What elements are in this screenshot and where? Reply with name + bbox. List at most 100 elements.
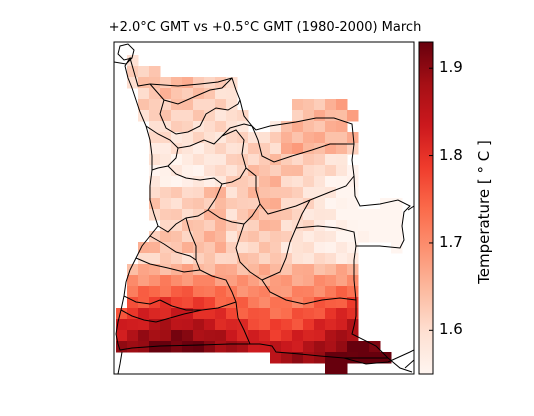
- grid-cell: [248, 242, 260, 254]
- grid-cell: [336, 220, 348, 232]
- grid-cell: [182, 341, 194, 353]
- grid-cell: [259, 187, 271, 199]
- grid-cell: [149, 330, 161, 342]
- grid-cell: [215, 319, 227, 331]
- grid-cell: [138, 253, 150, 265]
- grid-cell: [380, 220, 392, 232]
- grid-cell: [347, 198, 359, 210]
- grid-cell: [292, 264, 304, 276]
- grid-cell: [259, 220, 271, 232]
- grid-cell: [182, 165, 194, 177]
- grid-cell: [248, 253, 260, 265]
- grid-cell: [347, 231, 359, 243]
- grid-cell: [160, 143, 172, 155]
- grid-cell: [193, 209, 205, 221]
- grid-cell: [171, 330, 183, 342]
- grid-cell: [215, 165, 227, 177]
- grid-cell: [193, 286, 205, 298]
- grid-cell: [215, 99, 227, 111]
- grid-cell: [182, 264, 194, 276]
- grid-cell: [248, 220, 260, 232]
- grid-cell: [281, 220, 293, 232]
- grid-cell: [171, 99, 183, 111]
- grid-cell: [149, 264, 161, 276]
- grid-cell: [248, 275, 260, 287]
- grid-cell: [226, 143, 238, 155]
- grid-cell: [226, 297, 238, 309]
- grid-cell: [226, 253, 238, 265]
- grid-cell: [149, 143, 161, 155]
- grid-cell: [292, 198, 304, 210]
- grid-cell: [182, 209, 194, 221]
- chart-title: +2.0°C GMT vs +0.5°C GMT (1980-2000) Mar…: [108, 20, 422, 35]
- grid-cell: [292, 165, 304, 177]
- grid-cell: [149, 88, 161, 100]
- grid-cell: [270, 220, 282, 232]
- grid-cell: [281, 209, 293, 221]
- grid-cell: [270, 308, 282, 320]
- grid-cell: [314, 154, 326, 166]
- grid-cell: [391, 231, 403, 243]
- grid-cell: [237, 165, 249, 177]
- grid-cell: [248, 176, 260, 188]
- grid-cell: [193, 297, 205, 309]
- grid-cell: [204, 143, 216, 155]
- grid-cell: [226, 308, 238, 320]
- colorbar: [418, 41, 434, 375]
- grid-cell: [259, 297, 271, 309]
- grid-cell: [303, 154, 315, 166]
- grid-cell: [259, 275, 271, 287]
- grid-cell: [259, 209, 271, 221]
- grid-cell: [248, 143, 260, 155]
- grid-cell: [336, 132, 348, 144]
- grid-cell: [281, 352, 293, 364]
- grid-cell: [325, 99, 337, 111]
- grid-cell: [193, 154, 205, 166]
- grid-cell: [171, 88, 183, 100]
- grid-cell: [303, 187, 315, 199]
- grid-cell: [127, 66, 139, 78]
- grid-cell: [314, 231, 326, 243]
- grid-cell: [380, 231, 392, 243]
- grid-cell: [259, 165, 271, 177]
- grid-cell: [270, 176, 282, 188]
- grid-cell: [149, 319, 161, 331]
- grid-cell: [215, 154, 227, 166]
- grid-cell: [325, 330, 337, 342]
- grid-cell: [281, 154, 293, 166]
- grid-cell: [281, 165, 293, 177]
- grid-cell: [204, 231, 216, 243]
- grid-cell: [138, 242, 150, 254]
- grid-cell: [314, 319, 326, 331]
- grid-cell: [171, 275, 183, 287]
- grid-cell: [237, 209, 249, 221]
- grid-cell: [171, 154, 183, 166]
- grid-cell: [127, 275, 139, 287]
- grid-cell: [259, 330, 271, 342]
- grid-cell: [149, 275, 161, 287]
- grid-cell: [325, 132, 337, 144]
- grid-cell: [160, 187, 172, 199]
- grid-cell: [369, 231, 381, 243]
- grid-cell: [138, 330, 150, 342]
- grid-cell: [149, 242, 161, 254]
- grid-cell: [358, 220, 370, 232]
- grid-cell: [116, 319, 128, 331]
- grid-cell: [259, 341, 271, 353]
- grid-cell: [314, 286, 326, 298]
- grid-cell: [248, 264, 260, 276]
- grid-cell: [347, 319, 359, 331]
- grid-cell: [325, 253, 337, 265]
- grid-cell: [171, 110, 183, 122]
- grid-cell: [171, 297, 183, 309]
- grid-cell: [193, 253, 205, 265]
- grid-cell: [215, 220, 227, 232]
- grid-cell: [193, 176, 205, 188]
- grid-cell: [281, 308, 293, 320]
- grid-cell: [303, 308, 315, 320]
- grid-cell: [215, 187, 227, 199]
- grid-cell: [336, 286, 348, 298]
- grid-cell: [149, 187, 161, 199]
- grid-cell: [204, 110, 216, 122]
- grid-cell: [237, 264, 249, 276]
